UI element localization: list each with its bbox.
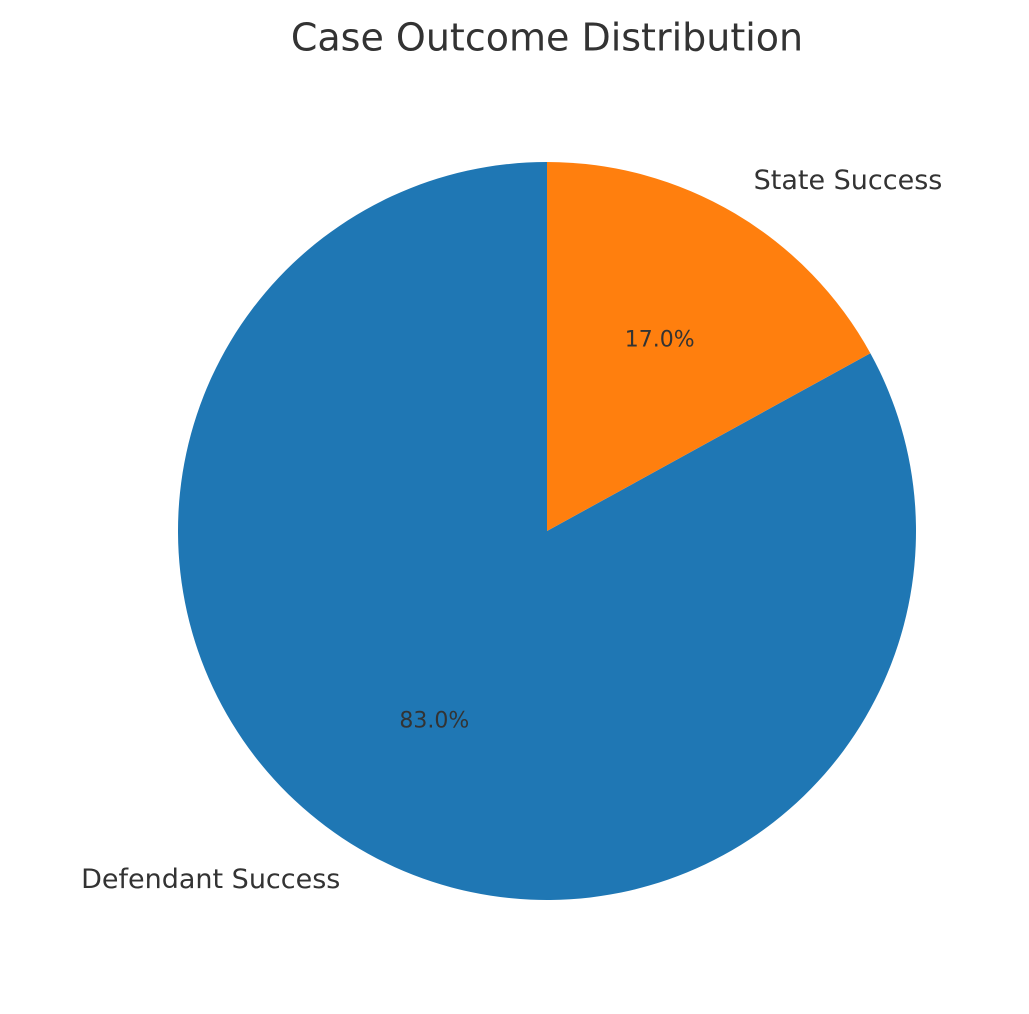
slice-label: State Success (754, 165, 943, 196)
pie-slice (547, 162, 871, 531)
slice-label: Defendant Success (81, 864, 340, 895)
value-label: 83.0% (399, 709, 469, 734)
value-label: 17.0% (625, 327, 695, 352)
chart-title: Case Outcome Distribution (291, 16, 803, 60)
